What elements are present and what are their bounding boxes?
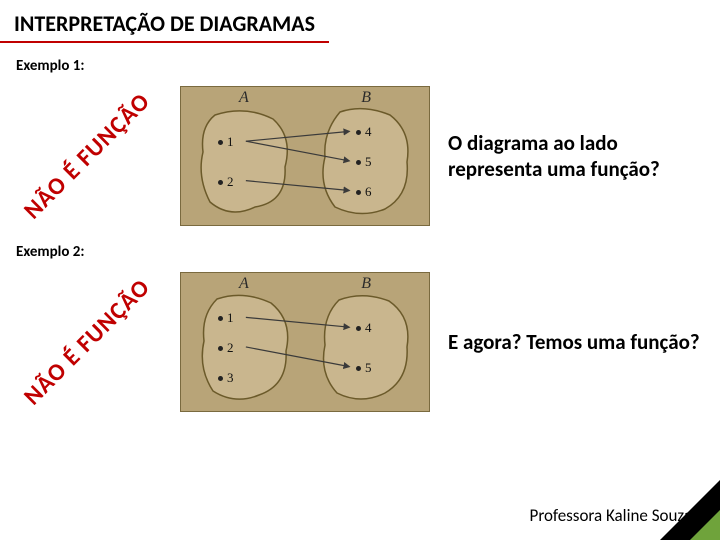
point-A-2: 2 xyxy=(218,174,234,190)
point-A-3: 3 xyxy=(218,370,234,386)
setA-label: A xyxy=(239,89,249,107)
setA-blob xyxy=(195,293,295,403)
setB-blob xyxy=(315,293,415,403)
example1-question: O diagrama ao lado representa uma função… xyxy=(448,130,708,183)
point-A-1: 1 xyxy=(218,134,234,150)
example1-stamp-wrap: NÃO É FUNÇÃO xyxy=(12,86,162,226)
example1-label: Exemplo 1: xyxy=(16,57,720,75)
point-A-2: 2 xyxy=(218,340,234,356)
corner-decoration xyxy=(660,480,720,540)
example2-stamp-wrap: NÃO É FUNÇÃO xyxy=(12,272,162,412)
setA-blob xyxy=(195,107,295,217)
point-A-1: 1 xyxy=(218,310,234,326)
setB-label: B xyxy=(361,89,371,107)
example1-stamp: NÃO É FUNÇÃO xyxy=(18,87,156,225)
point-B-4: 4 xyxy=(356,320,372,336)
point-B-5: 5 xyxy=(356,154,372,170)
point-B-4: 4 xyxy=(356,124,372,140)
example2-diagram: A B 1 2 3 4 5 xyxy=(180,272,430,412)
example1-diagram: A B 1 2 4 5 6 xyxy=(180,86,430,226)
example2-question: E agora? Temos uma função? xyxy=(448,329,700,355)
example2-stamp: NÃO É FUNÇÃO xyxy=(18,273,156,411)
example2-row: NÃO É FUNÇÃO A B 1 2 3 4 5 E agora? Temos um… xyxy=(0,267,720,417)
point-B-5: 5 xyxy=(356,360,372,376)
example2-label: Exemplo 2: xyxy=(16,243,720,261)
point-B-6: 6 xyxy=(356,184,372,200)
page-title: INTERPRETAÇÃO DE DIAGRAMAS xyxy=(0,0,329,43)
setB-label: B xyxy=(361,275,371,293)
setA-label: A xyxy=(239,275,249,293)
example1-row: NÃO É FUNÇÃO A B 1 2 4 5 6 O diagrama ao lad… xyxy=(0,81,720,231)
